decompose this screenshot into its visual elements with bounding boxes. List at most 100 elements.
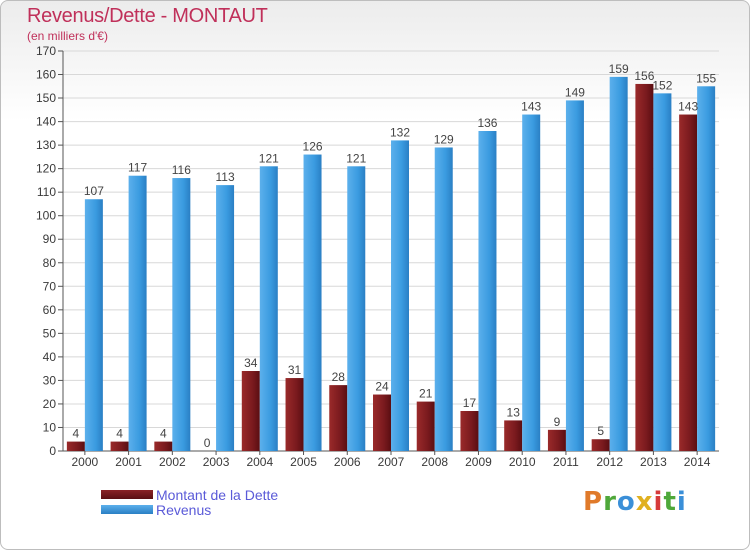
y-tick-label: 110: [37, 185, 56, 199]
y-tick-label: 0: [49, 444, 56, 458]
x-tick-label: 2009: [465, 455, 492, 469]
bar-revenus: [303, 154, 322, 451]
bar-revenus: [347, 166, 366, 451]
data-label-dette: 4: [160, 427, 167, 441]
proxiti-logo: Proxiti: [583, 487, 687, 517]
y-tick-label: 140: [36, 115, 56, 129]
x-tick-label: 2010: [509, 455, 536, 469]
data-label-dette: 28: [332, 370, 346, 384]
bar-revenus: [565, 100, 584, 451]
data-label-dette: 4: [116, 427, 123, 441]
bar-revenus: [128, 175, 147, 452]
data-label-dette: 143: [678, 100, 698, 114]
bar-revenus: [216, 185, 235, 451]
y-tick-label: 80: [43, 256, 57, 270]
x-tick-label: 2014: [684, 455, 711, 469]
chart-title: Revenus/Dette - MONTAUT: [27, 5, 268, 27]
bar-dette: [110, 441, 129, 451]
data-label-revenus: 155: [696, 71, 716, 85]
y-tick-label: 50: [43, 326, 57, 340]
data-label-revenus: 121: [259, 151, 279, 165]
bar-dette: [679, 114, 698, 451]
logo-letter: x: [635, 487, 654, 517]
data-label-revenus: 107: [84, 184, 104, 198]
bar-dette: [591, 439, 610, 451]
x-tick-label: 2001: [115, 455, 142, 469]
bars: [66, 76, 716, 452]
legend-label-dette: Montant de la Dette: [156, 487, 279, 503]
bar-dette: [460, 411, 479, 451]
x-tick-label: 2007: [378, 455, 405, 469]
data-label-dette: 156: [634, 69, 654, 83]
data-label-revenus: 121: [346, 151, 366, 165]
bar-revenus: [84, 199, 103, 451]
data-label-dette: 9: [554, 415, 561, 429]
chart-subtitle: (en milliers d'€): [27, 29, 108, 43]
data-label-revenus: 159: [609, 62, 629, 76]
data-label-dette: 34: [244, 356, 258, 370]
y-tick-label: 120: [36, 162, 56, 176]
data-label-dette: 24: [375, 380, 389, 394]
y-tick-label: 150: [36, 91, 56, 105]
x-tick-label: 2005: [290, 455, 317, 469]
y-tick-label: 130: [36, 138, 56, 152]
bar-revenus: [697, 86, 716, 451]
bar-revenus: [434, 147, 453, 451]
logo-letter: i: [653, 487, 664, 517]
logo-letter: t: [663, 487, 677, 517]
y-tick-label: 10: [43, 420, 57, 434]
logo-letter: o: [616, 487, 636, 517]
data-label-revenus: 132: [390, 125, 410, 139]
y-tick-label: 90: [43, 232, 57, 246]
x-tick-label: 2011: [553, 455, 579, 469]
y-tick-label: 30: [43, 373, 57, 387]
data-label-dette: 31: [288, 363, 302, 377]
bar-dette: [416, 401, 435, 451]
y-tick-label: 40: [43, 350, 57, 364]
data-label-revenus: 129: [434, 132, 454, 146]
y-tick-label: 70: [43, 279, 57, 293]
data-labels: 4 4 4 0 34 31 28 24 21 17 13 9 5 156 143 107 117 116 113 12…: [73, 62, 717, 450]
data-label-dette: 21: [419, 387, 433, 401]
y-tick-label: 60: [43, 303, 57, 317]
bar-revenus: [172, 178, 191, 451]
bar-revenus: [478, 131, 497, 451]
x-tick-label: 2013: [640, 455, 667, 469]
data-label-dette: 13: [507, 405, 521, 419]
bar-dette: [329, 385, 348, 451]
y-tick-label: 170: [36, 44, 56, 58]
x-tick-label: 2002: [159, 455, 186, 469]
bar-dette: [504, 420, 523, 451]
y-tick-label: 160: [36, 68, 56, 82]
logo-letter: i: [676, 487, 687, 517]
x-tick-label: 2000: [72, 455, 99, 469]
logo-letter: P: [583, 487, 604, 517]
bar-revenus: [609, 76, 628, 451]
bar-dette: [154, 441, 173, 451]
y-tick-label: 100: [36, 209, 56, 223]
bar-revenus: [391, 140, 409, 452]
x-tick-label: 2006: [334, 455, 361, 469]
bar-dette: [66, 441, 85, 451]
bar-revenus: [653, 93, 672, 452]
bar-dette: [285, 378, 304, 451]
legend-swatch-dette: [101, 490, 153, 499]
bar-revenus: [259, 166, 278, 451]
bar-dette: [547, 429, 566, 451]
x-tick-label: 2003: [203, 455, 230, 469]
legend-swatch-revenus: [101, 505, 153, 514]
data-label-revenus: 152: [652, 78, 672, 92]
data-label-revenus: 149: [565, 85, 585, 99]
data-label-dette: 5: [597, 424, 604, 438]
data-label-revenus: 113: [215, 170, 234, 184]
legend-label-revenus: Revenus: [156, 502, 212, 518]
data-label-revenus: 143: [521, 100, 541, 114]
x-tick-label: 2004: [246, 455, 273, 469]
bar-dette: [373, 394, 391, 451]
data-label-dette: 17: [463, 396, 477, 410]
data-label-revenus: 126: [303, 140, 323, 154]
x-tick-label: 2012: [596, 455, 623, 469]
data-label-revenus: 136: [477, 116, 497, 130]
bar-dette: [241, 371, 260, 451]
